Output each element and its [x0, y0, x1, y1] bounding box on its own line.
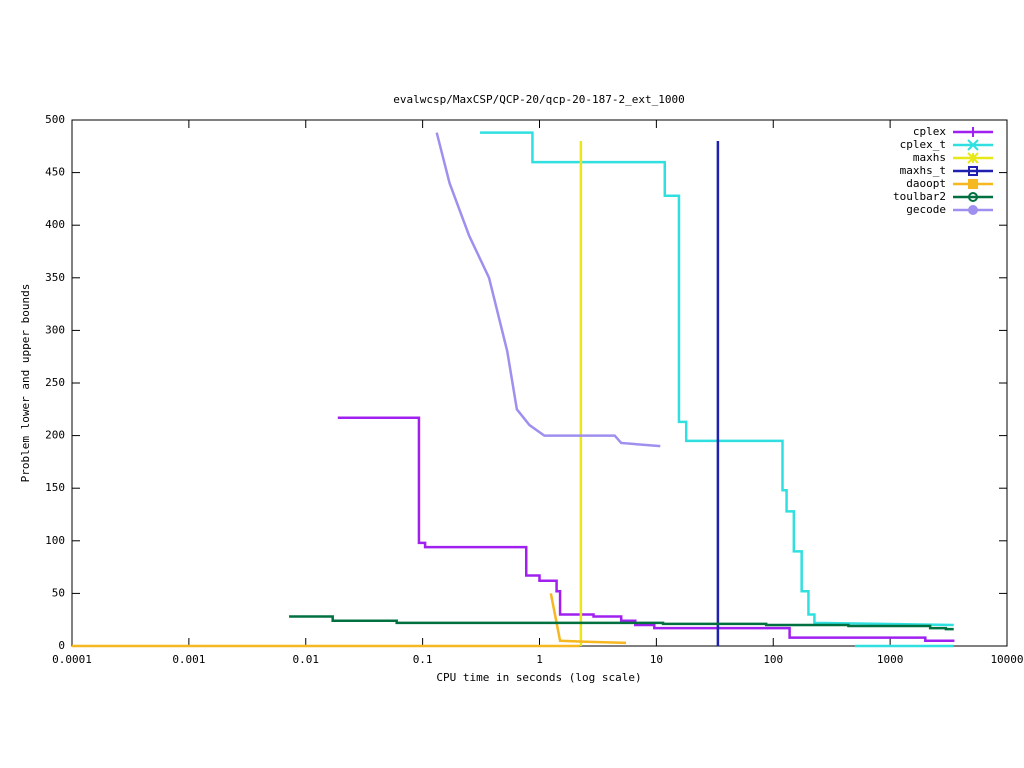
- series-line: [435, 132, 661, 448]
- legend-label: cplex: [913, 125, 946, 138]
- legend-symbol: [968, 205, 978, 215]
- y-tick-label: 400: [45, 218, 65, 231]
- x-axis-label: CPU time in seconds (log scale): [436, 671, 641, 684]
- legend-symbol: [968, 166, 978, 176]
- series-line: [549, 593, 627, 645]
- y-tick-label: 500: [45, 113, 65, 126]
- legend-label: gecode: [906, 203, 946, 216]
- legend-label: cplex_t: [900, 138, 946, 151]
- y-tick-label: 0: [58, 639, 65, 652]
- x-tick-label: 0.1: [413, 653, 433, 666]
- legend-label: maxhs_t: [900, 164, 946, 177]
- y-tick-label: 100: [45, 534, 65, 547]
- legend-symbol: [968, 192, 978, 202]
- y-tick-label: 250: [45, 376, 65, 389]
- legend-label: maxhs: [913, 151, 946, 164]
- y-tick-label: 150: [45, 481, 65, 494]
- y-tick-label: 200: [45, 429, 65, 442]
- y-tick-label: 50: [52, 586, 65, 599]
- y-tick-label: 300: [45, 323, 65, 336]
- plot-frame: [71, 119, 1008, 647]
- x-tick-label: 10: [650, 653, 663, 666]
- x-tick-label: 10000: [990, 653, 1023, 666]
- series-line: [337, 416, 955, 642]
- x-tick-label: 0.01: [293, 653, 320, 666]
- y-axis-label: Problem lower and upper bounds: [19, 284, 32, 483]
- x-tick-label: 1000: [877, 653, 904, 666]
- x-tick-label: 1: [536, 653, 543, 666]
- x-tick-label: 0.001: [172, 653, 205, 666]
- chart-title: evalwcsp/MaxCSP/QCP-20/qcp-20-187-2_ext_…: [393, 93, 684, 106]
- legend-symbol: [968, 179, 978, 189]
- legend-label: daoopt: [906, 177, 946, 190]
- legend-symbol: [967, 139, 979, 151]
- legend-label: toulbar2: [893, 190, 946, 203]
- series-line: [480, 131, 954, 627]
- x-tick-label: 0.0001: [52, 653, 92, 666]
- legend-symbol: [967, 152, 979, 164]
- y-tick-label: 350: [45, 271, 65, 284]
- x-tick-label: 100: [763, 653, 783, 666]
- y-tick-label: 450: [45, 166, 65, 179]
- series-line: [289, 615, 954, 631]
